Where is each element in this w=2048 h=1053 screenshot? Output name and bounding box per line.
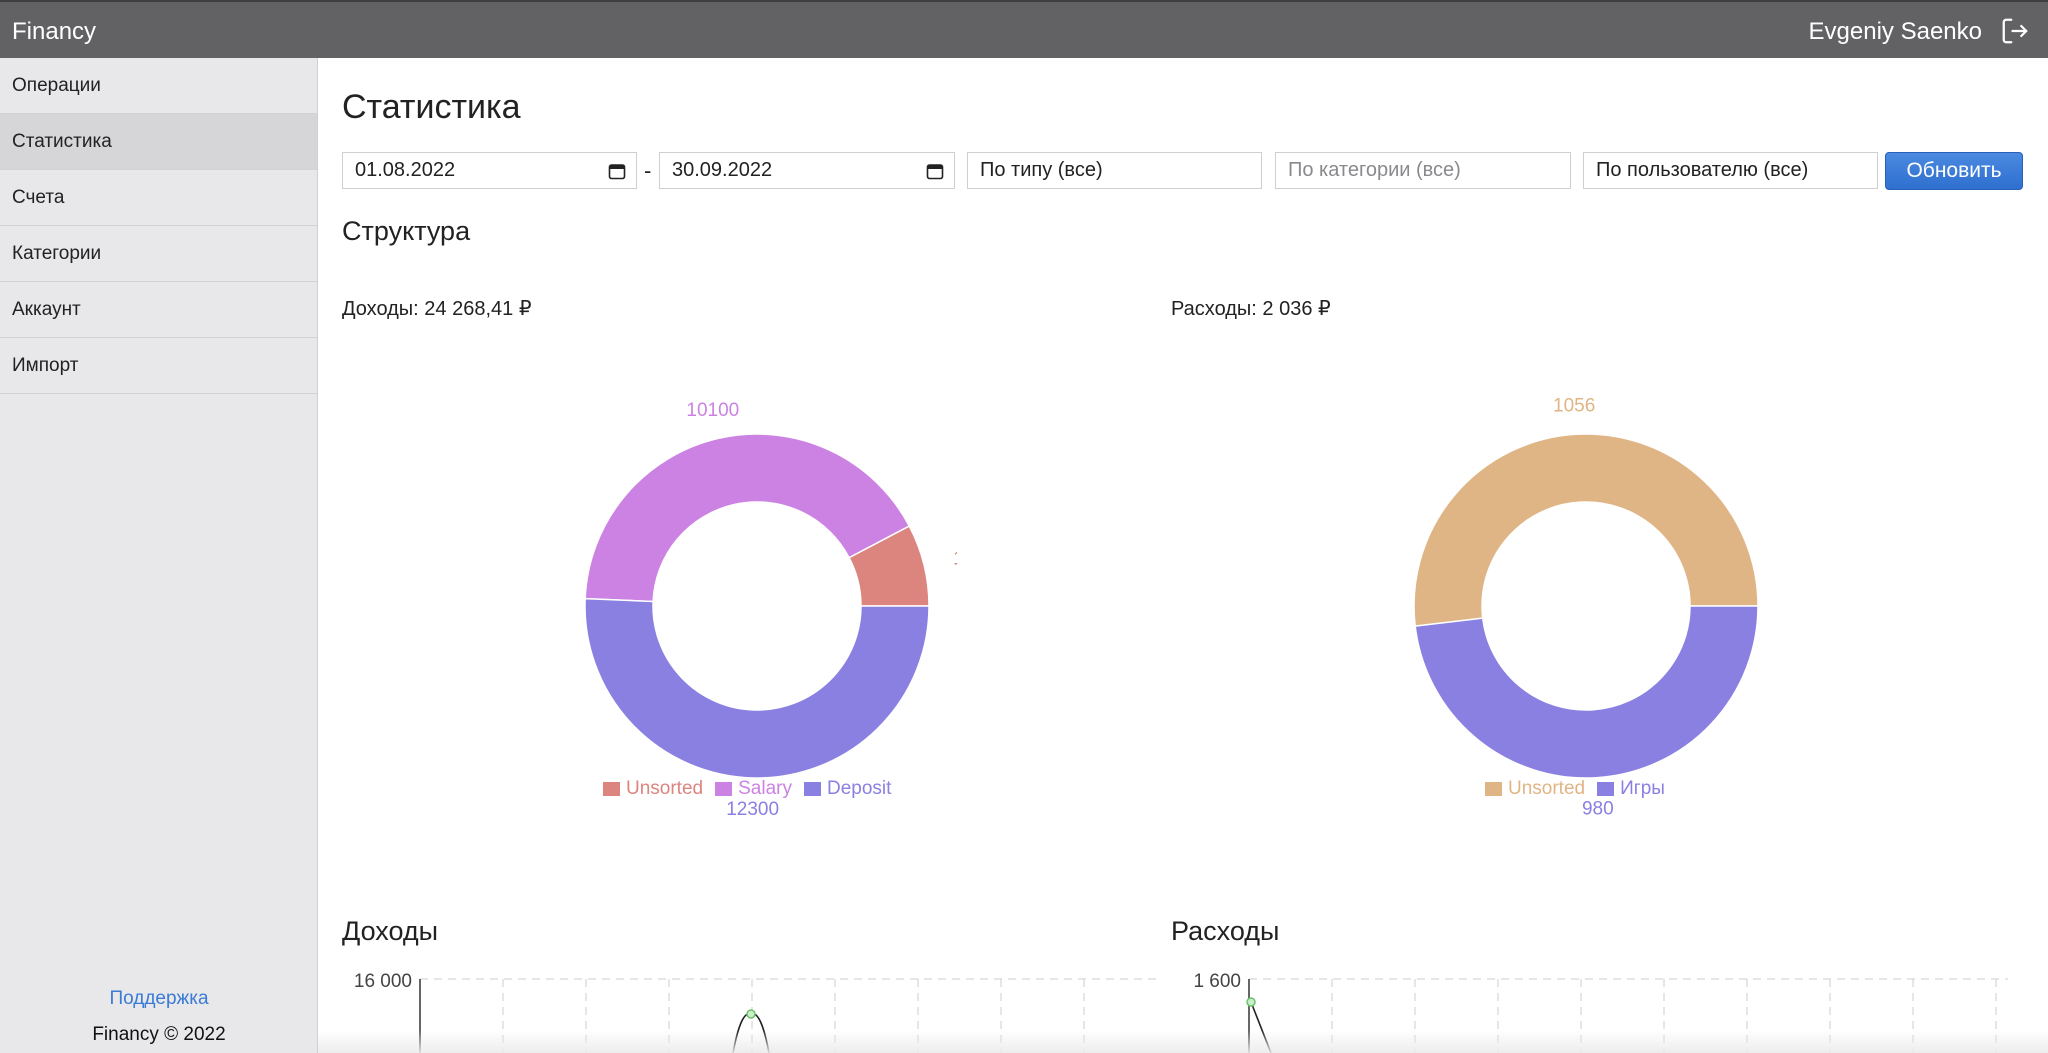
- category-filter-input[interactable]: По категории (все): [1275, 152, 1571, 189]
- sidebar: Операции Статистика Счета Категории Акка…: [0, 58, 318, 1053]
- category-filter-placeholder: По категории (все): [1288, 159, 1461, 181]
- calendar-icon[interactable]: [608, 162, 626, 180]
- legend-label: Deposit: [826, 778, 892, 799]
- expense-donut-chart: 1056 980: [1413, 395, 1759, 820]
- legend-label: Unsorted: [626, 778, 704, 799]
- date-to-input[interactable]: 30.09.2022: [659, 152, 955, 189]
- date-from-value: 01.08.2022: [355, 159, 456, 181]
- legend-swatch: [715, 782, 733, 796]
- expense-chart-title: Расходы: [1171, 916, 1280, 946]
- date-from-input[interactable]: 01.08.2022: [342, 152, 637, 189]
- legend-label: Salary: [738, 778, 792, 799]
- expense-legend: Unsorted Игры: [1485, 778, 1665, 800]
- top-navbar: Financy Evgeniy Saenko: [0, 0, 2048, 58]
- sidebar-item-import[interactable]: Импорт: [0, 338, 317, 394]
- expense-value-label: 980: [1582, 799, 1614, 820]
- sidebar-item-account[interactable]: Аккаунт: [0, 282, 317, 338]
- user-filter-value: По пользователю (все): [1596, 159, 1809, 181]
- sidebar-item-accounts[interactable]: Счета: [0, 170, 317, 226]
- legend-swatch: [1597, 782, 1615, 796]
- expense-line-y-tick-label: 1 600: [1193, 971, 1241, 992]
- type-filter-input[interactable]: По типу (все): [967, 152, 1262, 189]
- main-content: Статистика 01.08.2022 - 30.09.2022 По ти…: [318, 58, 2048, 1053]
- sidebar-item-categories[interactable]: Категории: [0, 226, 317, 282]
- expense-slice-unsorted[interactable]: [1413, 433, 1759, 627]
- expense-line-data-point[interactable]: [1246, 997, 1256, 1007]
- calendar-icon[interactable]: [926, 162, 944, 180]
- legend-swatch: [803, 782, 821, 796]
- copyright: Financy © 2022: [92, 1024, 226, 1045]
- income-legend-item[interactable]: Salary: [715, 778, 792, 800]
- sidebar-item-operations[interactable]: Операции: [0, 58, 317, 114]
- expense-value-label: 1056: [1553, 395, 1595, 416]
- page-title: Статистика: [342, 88, 521, 126]
- income-slice-salary[interactable]: [584, 433, 911, 603]
- expense-legend-item[interactable]: Unsorted: [1485, 778, 1585, 800]
- sidebar-item-statistics[interactable]: Статистика: [0, 114, 317, 170]
- income-value-label: 10100: [686, 400, 739, 421]
- legend-swatch: [603, 782, 620, 796]
- structure-title: Структура: [342, 216, 471, 246]
- app-brand[interactable]: Financy: [12, 18, 97, 45]
- refresh-button[interactable]: Обновить: [1885, 152, 2023, 190]
- date-to-value: 30.09.2022: [672, 159, 773, 181]
- support-link[interactable]: Поддержка: [109, 988, 209, 1009]
- income-legend-item[interactable]: Deposit: [803, 778, 892, 800]
- user-name[interactable]: Evgeniy Saenko: [1808, 18, 1982, 45]
- logout-icon[interactable]: [2000, 16, 2030, 46]
- income-chart-title: Доходы: [342, 916, 439, 946]
- bottom-shadow: [318, 1030, 2048, 1053]
- expense-legend-item[interactable]: Игры: [1597, 778, 1665, 800]
- income-slice-deposit[interactable]: [584, 597, 930, 779]
- income-line-y-tick-label: 16 000: [354, 971, 412, 992]
- income-value-label: 12300: [726, 799, 779, 820]
- income-legend: Unsorted Salary Deposit: [603, 778, 891, 800]
- user-filter-input[interactable]: По пользователю (все): [1583, 152, 1878, 189]
- income-donut-chart: 1868.41 10100 12300: [584, 400, 957, 820]
- legend-label: Игры: [1620, 778, 1665, 799]
- income-value-label: 1868.41: [953, 549, 957, 570]
- income-line-data-point[interactable]: [746, 1009, 756, 1019]
- legend-swatch: [1485, 782, 1502, 796]
- expense-slice-игры[interactable]: [1414, 605, 1759, 779]
- type-filter-value: По типу (все): [980, 159, 1103, 181]
- expense-total: Расходы: 2 036 ₽: [1171, 298, 1331, 320]
- income-total: Доходы: 24 268,41 ₽: [342, 298, 532, 320]
- income-legend-item[interactable]: Unsorted: [603, 778, 703, 800]
- date-range-separator: -: [644, 158, 652, 183]
- legend-label: Unsorted: [1508, 778, 1586, 799]
